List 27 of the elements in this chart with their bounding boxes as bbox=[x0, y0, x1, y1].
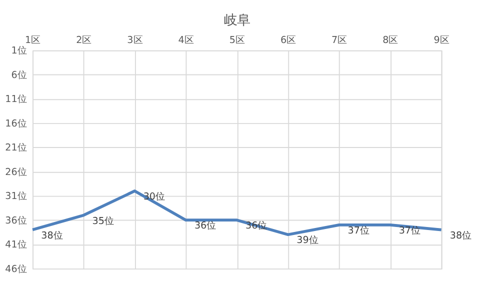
data-label: 37位 bbox=[348, 224, 370, 237]
data-label: 39位 bbox=[296, 234, 319, 246]
x-tick-label: 1区 bbox=[24, 35, 42, 46]
chart-title: 岐阜 bbox=[224, 13, 250, 28]
x-tick-label: 7区 bbox=[332, 35, 348, 46]
y-tick-label: 6位 bbox=[11, 68, 28, 81]
data-label: 37位 bbox=[398, 224, 421, 237]
y-tick-label: 41位 bbox=[5, 238, 28, 251]
y-tick-label: 21位 bbox=[5, 142, 28, 154]
x-tick-label: 6区 bbox=[280, 35, 297, 46]
y-tick-label: 31位 bbox=[5, 190, 28, 202]
data-label: 35位 bbox=[92, 214, 114, 227]
y-tick-label: 16位 bbox=[5, 117, 28, 130]
y-tick-label: 11位 bbox=[5, 93, 28, 106]
y-tick-label: 36位 bbox=[5, 214, 28, 226]
y-tick-label: 46位 bbox=[5, 262, 28, 275]
x-tick-label: 3区 bbox=[127, 35, 144, 46]
x-tick-label: 5区 bbox=[229, 35, 246, 46]
data-label: 36位 bbox=[194, 220, 217, 232]
data-label: 38位 bbox=[450, 229, 472, 242]
data-label: 38位 bbox=[41, 229, 64, 242]
x-tick-label: 8区 bbox=[382, 35, 399, 46]
y-tick-label: 1位 bbox=[11, 44, 28, 57]
x-tick-label: 4区 bbox=[178, 35, 194, 46]
x-tick-label: 9区 bbox=[434, 35, 450, 46]
y-tick-label: 26位 bbox=[5, 166, 28, 178]
x-tick-label: 2区 bbox=[76, 35, 92, 46]
